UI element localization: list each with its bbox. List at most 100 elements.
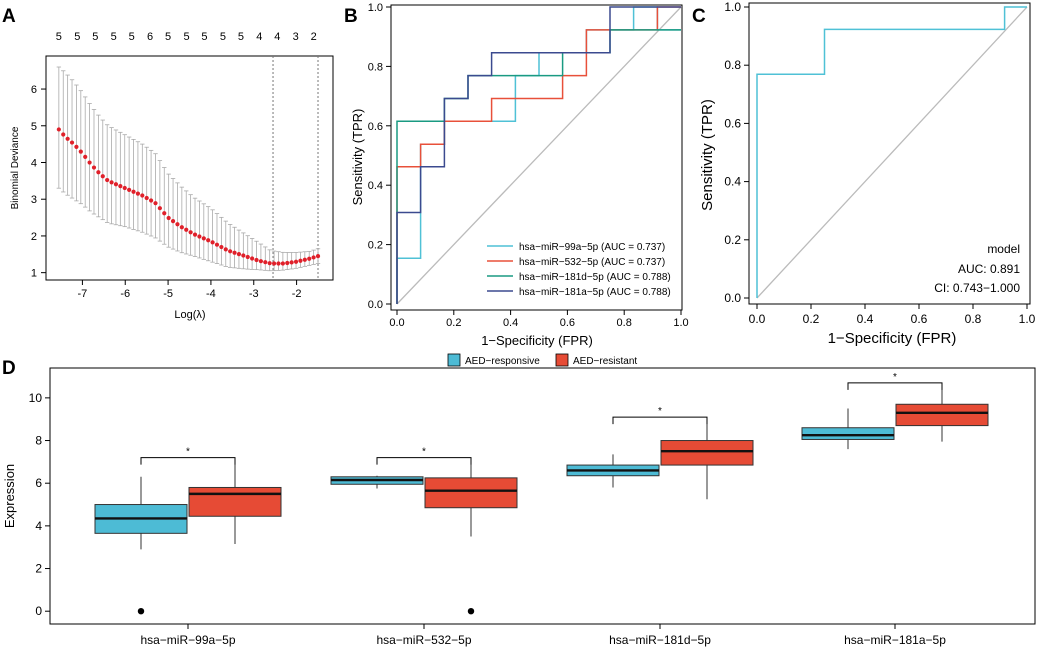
a-deviance-point	[105, 177, 110, 183]
a-deviance-point	[214, 242, 220, 247]
a-deviance-point	[258, 259, 264, 264]
a-deviance-point	[276, 261, 281, 266]
roc-xtick-label: 0.6	[560, 317, 575, 329]
a-deviance-point	[192, 232, 198, 237]
a-deviance-point	[241, 253, 246, 258]
a-top-count-label: 5	[56, 31, 62, 43]
d-xtick-label: hsa−miR−181d−5p	[609, 633, 711, 647]
a-xtick-label: -5	[163, 288, 173, 300]
a-deviance-point	[197, 234, 202, 239]
a-deviance-point	[236, 252, 242, 257]
a-deviance-point	[91, 165, 97, 170]
a-deviance-point	[179, 225, 184, 230]
panel-b-xlabel: 1−Specificity (FPR)	[481, 333, 593, 348]
a-ytick-label: 6	[31, 84, 37, 96]
a-deviance-point	[302, 257, 307, 262]
a-deviance-point	[69, 140, 75, 145]
d-box-resistant	[188, 486, 282, 517]
panel-label-b: B	[344, 6, 358, 27]
a-deviance-point	[223, 247, 228, 252]
roc-xtick-label: 0.0	[389, 317, 404, 329]
d-box-resistant	[895, 403, 989, 427]
d-ytick-label: 4	[35, 519, 42, 533]
a-deviance-point	[311, 255, 316, 260]
a-top-count-label: 5	[74, 31, 80, 43]
roc-curve	[396, 6, 681, 304]
panel-label-d: D	[2, 358, 16, 379]
d-box-resistant	[424, 477, 518, 509]
a-deviance-point	[188, 230, 193, 235]
roc-xtick-label: 0.2	[446, 317, 461, 329]
panel-b: B Sensitivity (TPR) 1−Specificity (FPR) …	[344, 2, 689, 348]
roc-xtick-label: 0.8	[617, 317, 632, 329]
roc-xtick-label: 0.2	[803, 312, 820, 326]
a-deviance-point	[135, 191, 141, 196]
roc-xtick-label: 0.4	[503, 317, 518, 329]
a-top-count-label: 5	[238, 31, 244, 43]
a-deviance-point	[96, 170, 101, 175]
roc-ytick-label: 0.4	[724, 175, 741, 189]
a-xtick-label: -2	[292, 288, 302, 300]
a-ytick-label: 5	[31, 121, 37, 133]
d-ytick-label: 0	[35, 604, 42, 618]
panel-b-ylabel: Sensitivity (TPR)	[350, 109, 365, 206]
a-xtick-label: -3	[249, 288, 259, 300]
roc-ytick-label: 0.2	[368, 240, 383, 252]
roc-diagonal	[396, 6, 682, 305]
a-deviance-point	[170, 219, 176, 224]
roc-xtick-label: 0.4	[857, 312, 874, 326]
roc-ytick-label: 0.4	[368, 180, 383, 192]
b-legend-label: hsa−miR−181a−5p (AUC = 0.788)	[519, 287, 671, 298]
panel-a-ylabel: Binomial Deviance	[10, 126, 21, 209]
a-deviance-point	[245, 254, 250, 260]
d-xtick-label: hsa−miR−99a−5p	[140, 633, 235, 647]
a-top-count-label: 5	[220, 31, 226, 43]
a-deviance-point	[254, 257, 259, 263]
b-legend-label: hsa−miR−181d−5p (AUC = 0.788)	[519, 272, 671, 283]
d-significance-bracket	[847, 382, 943, 390]
a-deviance-point	[232, 250, 237, 255]
a-ytick-label: 3	[31, 194, 37, 206]
a-deviance-point	[201, 236, 206, 241]
roc-ytick-label: 0.2	[724, 233, 741, 247]
a-deviance-point	[109, 180, 114, 185]
panel-c-ylabel: Sensitivity (TPR)	[699, 99, 716, 211]
b-legend-label: hsa−miR−532−5p (AUC = 0.737)	[519, 257, 665, 268]
panel-b-frame	[390, 4, 683, 311]
a-ytick-label: 1	[31, 268, 37, 280]
panel-a: A Binomial Deviance Log(λ) -7 -6 -5 -4 -3 -2 1…	[2, 6, 334, 321]
a-deviance-point	[127, 187, 132, 192]
roc-xtick-label: 0.6	[911, 312, 928, 326]
d-xtick-label: hsa−miR−181a−5p	[844, 633, 946, 647]
d-significance-bracket	[612, 416, 708, 425]
a-top-count-label: 5	[165, 31, 171, 43]
d-significance-star: *	[186, 447, 190, 458]
a-deviance-point	[56, 127, 61, 132]
d-ytick-label: 8	[35, 434, 42, 448]
panel-c-frame	[748, 2, 1031, 305]
legend-label-resistant: AED−resistant	[573, 356, 637, 367]
a-xtick-label: -4	[206, 288, 216, 300]
a-deviance-point	[263, 260, 268, 265]
d-significance-star: *	[893, 372, 897, 383]
a-deviance-point	[271, 261, 277, 266]
a-top-count-label: 5	[183, 31, 189, 43]
a-deviance-point	[175, 222, 180, 227]
b-legend-label: hsa−miR−99a−5p (AUC = 0.737)	[519, 242, 665, 253]
a-deviance-point	[250, 256, 255, 261]
a-deviance-point	[162, 211, 167, 216]
panel-d-ylabel: Expression	[2, 464, 17, 528]
a-deviance-point	[78, 149, 83, 154]
a-deviance-point	[267, 261, 272, 266]
a-deviance-point	[148, 198, 154, 203]
a-deviance-point	[315, 254, 321, 259]
d-outlier-point	[137, 608, 145, 615]
panel-label-a: A	[2, 6, 16, 27]
roc-ytick-label: 1.0	[724, 0, 741, 14]
a-ytick-label: 2	[31, 231, 37, 243]
d-significance-star: *	[422, 447, 426, 458]
roc-xtick-label: 1.0	[673, 317, 688, 329]
panel-d-frame	[49, 367, 1036, 625]
roc-ytick-label: 0.6	[368, 121, 383, 133]
